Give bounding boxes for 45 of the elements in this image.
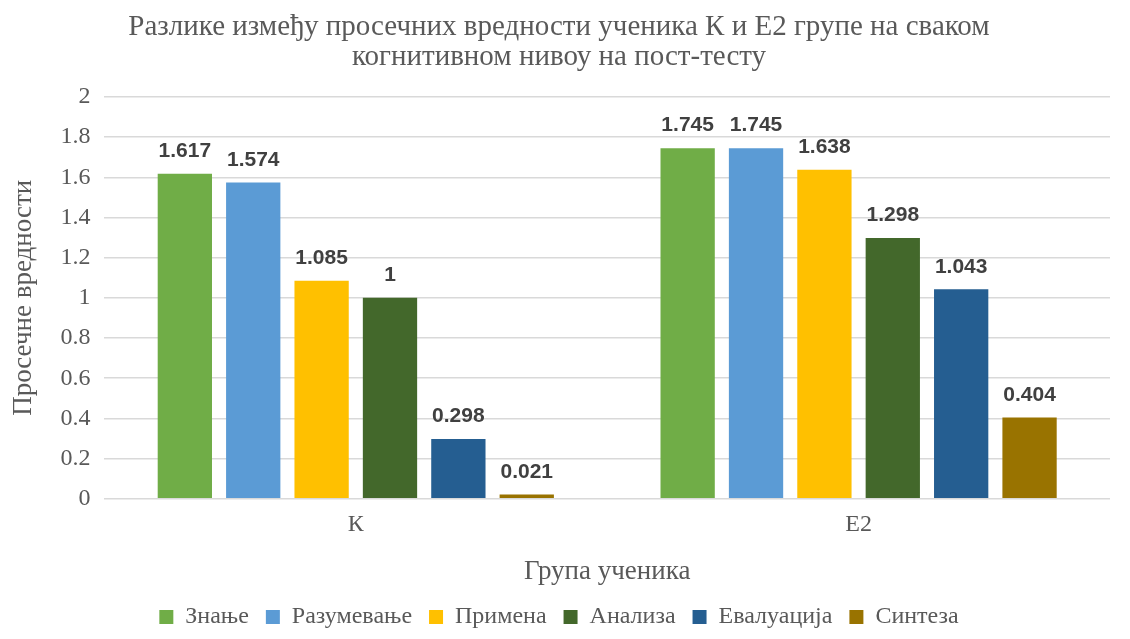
data-label: 1.085 bbox=[295, 245, 349, 269]
y-tick-label: 0.4 bbox=[60, 403, 91, 430]
data-label: 0.404 bbox=[1003, 381, 1057, 405]
legend-label: Евалуација bbox=[718, 602, 833, 629]
data-label: 1.043 bbox=[934, 253, 988, 277]
data-label: 1 bbox=[384, 262, 397, 286]
bar bbox=[660, 148, 715, 499]
chart-title: Разлике између просечних вредности ученика К и Е2 групе на сваком когнитивном нивоу на пост-тесту bbox=[128, 8, 990, 72]
data-label: 1.745 bbox=[661, 112, 715, 136]
x-tick-label: К bbox=[347, 510, 365, 537]
y-tick-label: 0.6 bbox=[60, 363, 91, 390]
legend-label: Разумевање bbox=[291, 602, 413, 629]
y-axis-title: Просечне вредности bbox=[7, 179, 38, 416]
y-tick-label: 1.8 bbox=[60, 122, 91, 149]
legend-label: Примена bbox=[455, 602, 547, 629]
bar bbox=[865, 237, 920, 499]
x-axis-title: Група ученика bbox=[524, 554, 691, 585]
data-label: 0.021 bbox=[500, 458, 554, 482]
bar bbox=[294, 280, 349, 499]
y-tick-label: 0 bbox=[78, 484, 91, 511]
bar bbox=[157, 173, 212, 499]
data-label: 1.298 bbox=[866, 202, 920, 226]
bar bbox=[1002, 417, 1057, 499]
y-tick-label: 1.4 bbox=[60, 202, 91, 229]
data-label: 1.574 bbox=[226, 146, 280, 170]
legend-label: Анализа bbox=[589, 602, 676, 629]
bar bbox=[362, 297, 418, 499]
y-tick-label: 0.2 bbox=[60, 443, 91, 470]
y-tick-label: 2 bbox=[78, 82, 91, 109]
legend-label: Синтеза bbox=[875, 602, 960, 629]
x-tick-label: Е2 bbox=[845, 510, 872, 537]
bar bbox=[431, 438, 486, 499]
data-label: 1.638 bbox=[798, 133, 851, 157]
y-tick-label: 1.6 bbox=[60, 162, 91, 189]
bar bbox=[934, 289, 989, 499]
bar bbox=[728, 148, 784, 499]
bar bbox=[797, 169, 852, 499]
data-label: 1.617 bbox=[158, 138, 212, 162]
y-tick-label: 1 bbox=[78, 283, 91, 310]
y-tick-label: 1.2 bbox=[60, 242, 91, 269]
bar bbox=[226, 182, 281, 499]
data-label: 1.745 bbox=[729, 112, 783, 136]
data-label: 0.298 bbox=[432, 403, 485, 427]
y-tick-label: 0.8 bbox=[60, 323, 91, 350]
legend-label: Знање bbox=[185, 602, 249, 629]
